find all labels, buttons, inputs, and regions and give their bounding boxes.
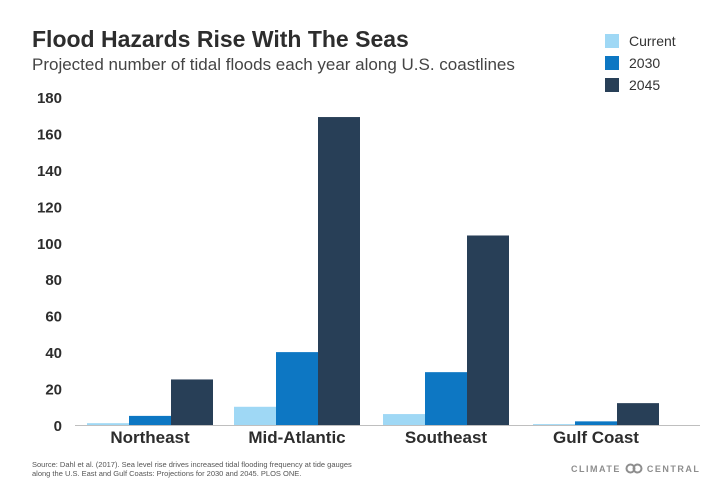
bar-mid-atlantic-2045 <box>318 117 360 426</box>
source-note: Source: Dahl et al. (2017). Sea level ri… <box>32 460 352 478</box>
chart-title: Flood Hazards Rise With The Seas <box>32 26 409 52</box>
bar-northeast-2030 <box>129 415 171 425</box>
bar-northeast-2045 <box>171 379 213 425</box>
chart-subtitle: Projected number of tidal floods each ye… <box>32 55 515 74</box>
bar-mid-atlantic-2030 <box>276 352 318 425</box>
bar-southeast-current <box>383 414 425 425</box>
legend-item-2030: 2030 <box>605 52 676 74</box>
bar-gulf-coast-2030 <box>575 421 617 425</box>
y-tick-label-100: 100 <box>37 236 62 253</box>
bar-gulf-coast-current <box>533 424 575 425</box>
y-tick-label-180: 180 <box>37 90 62 107</box>
legend-swatch-2030 <box>605 56 619 70</box>
legend-label-2045: 2045 <box>629 77 661 93</box>
legend: Current 2030 2045 <box>605 30 676 96</box>
logo-text-right: CENTRAL <box>646 463 701 474</box>
bar-northeast-current <box>87 423 129 425</box>
y-tick-label-160: 160 <box>37 126 62 143</box>
logo-mark-icon <box>625 463 643 474</box>
bar-southeast-2030 <box>425 372 467 425</box>
legend-item-current: Current <box>605 30 676 52</box>
legend-swatch-current <box>605 34 619 48</box>
y-tick-label-60: 60 <box>45 309 62 326</box>
y-tick-label-0: 0 <box>54 418 62 435</box>
x-tick-label-gulf-coast: Gulf Coast <box>553 428 639 447</box>
bar-southeast-2045 <box>467 235 509 425</box>
y-tick-label-80: 80 <box>45 272 62 289</box>
climate-central-logo: CLIMATE CENTRAL <box>571 463 700 474</box>
y-tick-label-120: 120 <box>37 199 62 216</box>
y-tick-label-40: 40 <box>45 345 62 362</box>
legend-label-current: Current <box>629 33 676 49</box>
x-tick-label-mid-atlantic: Mid-Atlantic <box>248 428 345 447</box>
legend-label-2030: 2030 <box>629 55 661 71</box>
legend-item-2045: 2045 <box>605 74 676 96</box>
x-tick-label-northeast: Northeast <box>110 428 190 447</box>
x-tick-label-southeast: Southeast <box>405 428 488 447</box>
legend-swatch-2045 <box>605 78 619 92</box>
logo-text-left: CLIMATE <box>571 463 621 474</box>
bar-mid-atlantic-current <box>234 406 276 425</box>
bar-gulf-coast-2045 <box>617 403 659 425</box>
y-tick-label-140: 140 <box>37 163 62 180</box>
y-tick-label-20: 20 <box>45 382 62 399</box>
